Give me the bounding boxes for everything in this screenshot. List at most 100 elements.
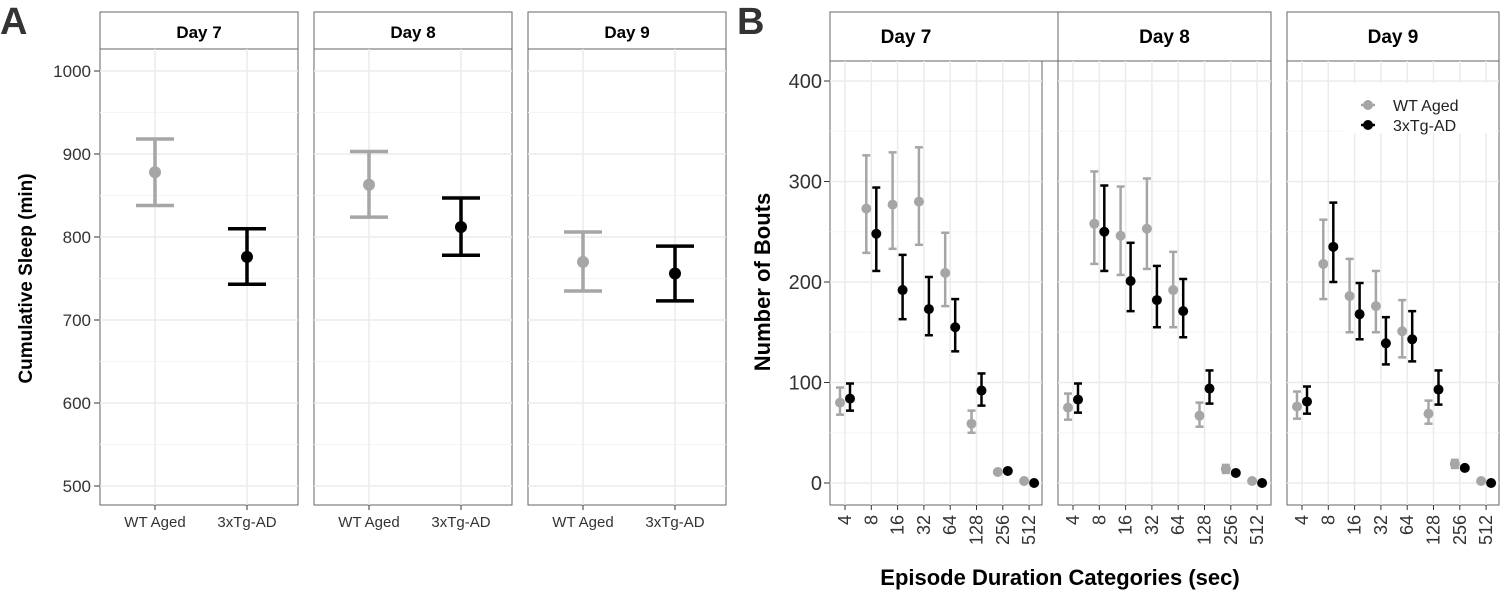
x-tick-label: 512 <box>1019 515 1039 545</box>
x-tick-label: 16 <box>1345 515 1365 535</box>
facet-title: Day 8 <box>390 23 435 42</box>
facet-title: Day 9 <box>604 23 649 42</box>
x-tick-label: 4 <box>835 515 855 525</box>
data-point <box>1328 241 1339 252</box>
data-point <box>1178 306 1189 317</box>
data-point <box>1318 258 1329 269</box>
data-point <box>1115 230 1126 241</box>
data-point <box>1194 410 1205 421</box>
y-tick-label: 200 <box>789 272 822 294</box>
data-point <box>1423 408 1434 419</box>
data-point <box>845 393 855 404</box>
data-point <box>1433 384 1444 395</box>
y-tick-label: 700 <box>63 311 91 330</box>
data-point <box>1486 478 1497 488</box>
facet-panel <box>829 60 1043 506</box>
legend-label: WT Aged <box>1393 98 1459 115</box>
data-point <box>1125 275 1136 286</box>
x-tick-label: 8 <box>861 515 881 525</box>
facet-panel <box>1057 60 1272 506</box>
data-point <box>1063 402 1073 413</box>
data-point <box>1247 475 1258 486</box>
data-point <box>1151 295 1162 306</box>
x-tick-label: 128 <box>1424 515 1444 545</box>
x-tick-label: 8 <box>1318 515 1338 525</box>
data-point <box>923 304 934 315</box>
data-point <box>940 267 951 278</box>
y-tick-label: 1000 <box>53 62 91 81</box>
data-point <box>1220 463 1231 474</box>
y-axis-label: Cumulative Sleep (min) <box>16 173 37 383</box>
data-point <box>1073 394 1083 405</box>
x-tick-label: 256 <box>1450 515 1470 545</box>
data-point <box>897 285 908 296</box>
x-tick-label: WT Aged <box>552 514 613 531</box>
y-tick-label: 0 <box>811 473 822 495</box>
y-tick-label: 800 <box>63 228 91 247</box>
data-point <box>1002 465 1013 476</box>
data-point <box>149 166 161 179</box>
x-tick-label: 4 <box>1292 515 1312 525</box>
y-tick-label: 100 <box>789 373 822 395</box>
x-tick-label: 3xTg-AD <box>217 514 276 531</box>
x-tick-label: 256 <box>1221 515 1241 545</box>
data-point <box>976 385 987 396</box>
x-tick-label: WT Aged <box>124 514 185 531</box>
panel-label-b: B <box>737 1 764 43</box>
facet-title: Day 7 <box>176 23 221 42</box>
x-tick-label: 256 <box>993 515 1013 545</box>
data-point <box>966 418 977 429</box>
x-tick-label: 16 <box>888 515 908 535</box>
y-axis-label: Number of Bouts <box>750 193 775 371</box>
x-tick-label: WT Aged <box>338 514 399 531</box>
data-point <box>887 199 898 210</box>
x-tick-label: 32 <box>1142 515 1162 535</box>
facet-strip <box>527 11 727 50</box>
facet-strip <box>1286 11 1500 62</box>
data-point <box>913 196 924 207</box>
y-tick-label: 500 <box>63 477 91 496</box>
data-point <box>861 203 872 214</box>
x-tick-label: 4 <box>1063 515 1083 525</box>
y-tick-label: 400 <box>789 71 822 93</box>
data-point <box>1397 326 1408 337</box>
x-tick-label: 512 <box>1476 515 1496 545</box>
data-point <box>1302 396 1312 407</box>
data-point <box>1019 475 1030 486</box>
data-point <box>1089 218 1100 229</box>
data-point <box>455 221 467 234</box>
data-point <box>1257 478 1268 488</box>
facet-panel <box>99 48 299 506</box>
facet-strip <box>313 11 513 50</box>
facet-title: Day 7 <box>881 27 932 48</box>
data-point <box>1204 383 1215 394</box>
x-tick-label: 16 <box>1116 515 1136 535</box>
facet-panel <box>313 48 513 506</box>
legend-key-point <box>1363 120 1373 130</box>
x-tick-label: 3xTg-AD <box>431 514 490 531</box>
y-tick-label: 600 <box>63 394 91 413</box>
data-point <box>1459 462 1470 473</box>
x-tick-label: 64 <box>1168 515 1188 535</box>
data-point <box>363 178 375 191</box>
x-tick-label: 32 <box>914 515 934 535</box>
y-tick-label: 300 <box>789 172 822 194</box>
facet-panel <box>527 48 727 506</box>
x-tick-label: 128 <box>1195 515 1215 545</box>
x-tick-label: 3xTg-AD <box>645 514 704 531</box>
data-point <box>1141 223 1152 234</box>
facet-title: Day 8 <box>1139 27 1190 48</box>
data-point <box>1476 475 1487 486</box>
x-tick-label: 128 <box>967 515 987 545</box>
data-point <box>1449 458 1460 469</box>
legend-key-point <box>1363 100 1373 110</box>
data-point <box>1354 309 1365 320</box>
facet-strip <box>1057 11 1272 62</box>
data-point <box>1407 334 1418 345</box>
data-point <box>1099 226 1110 237</box>
data-point <box>992 466 1003 477</box>
x-axis-label: Episode Duration Categories (sec) <box>880 565 1239 590</box>
data-point <box>1230 467 1241 478</box>
x-tick-label: 8 <box>1089 515 1109 525</box>
